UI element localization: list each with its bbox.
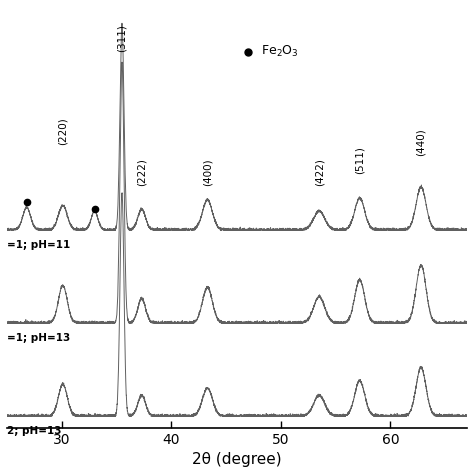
X-axis label: 2θ (degree): 2θ (degree) <box>192 452 282 467</box>
Text: (222): (222) <box>137 158 146 186</box>
Text: Fe$_2$O$_3$: Fe$_2$O$_3$ <box>261 44 299 59</box>
Text: (220): (220) <box>58 117 68 145</box>
Text: =1; pH=13: =1; pH=13 <box>8 333 71 343</box>
Text: (511): (511) <box>355 146 365 174</box>
Text: (311): (311) <box>117 24 127 52</box>
Text: (422): (422) <box>314 158 324 186</box>
Text: (440): (440) <box>416 128 426 156</box>
Text: =1; pH=11: =1; pH=11 <box>8 240 71 250</box>
Text: (400): (400) <box>202 158 212 186</box>
Text: 2; pH=13: 2; pH=13 <box>8 426 62 436</box>
